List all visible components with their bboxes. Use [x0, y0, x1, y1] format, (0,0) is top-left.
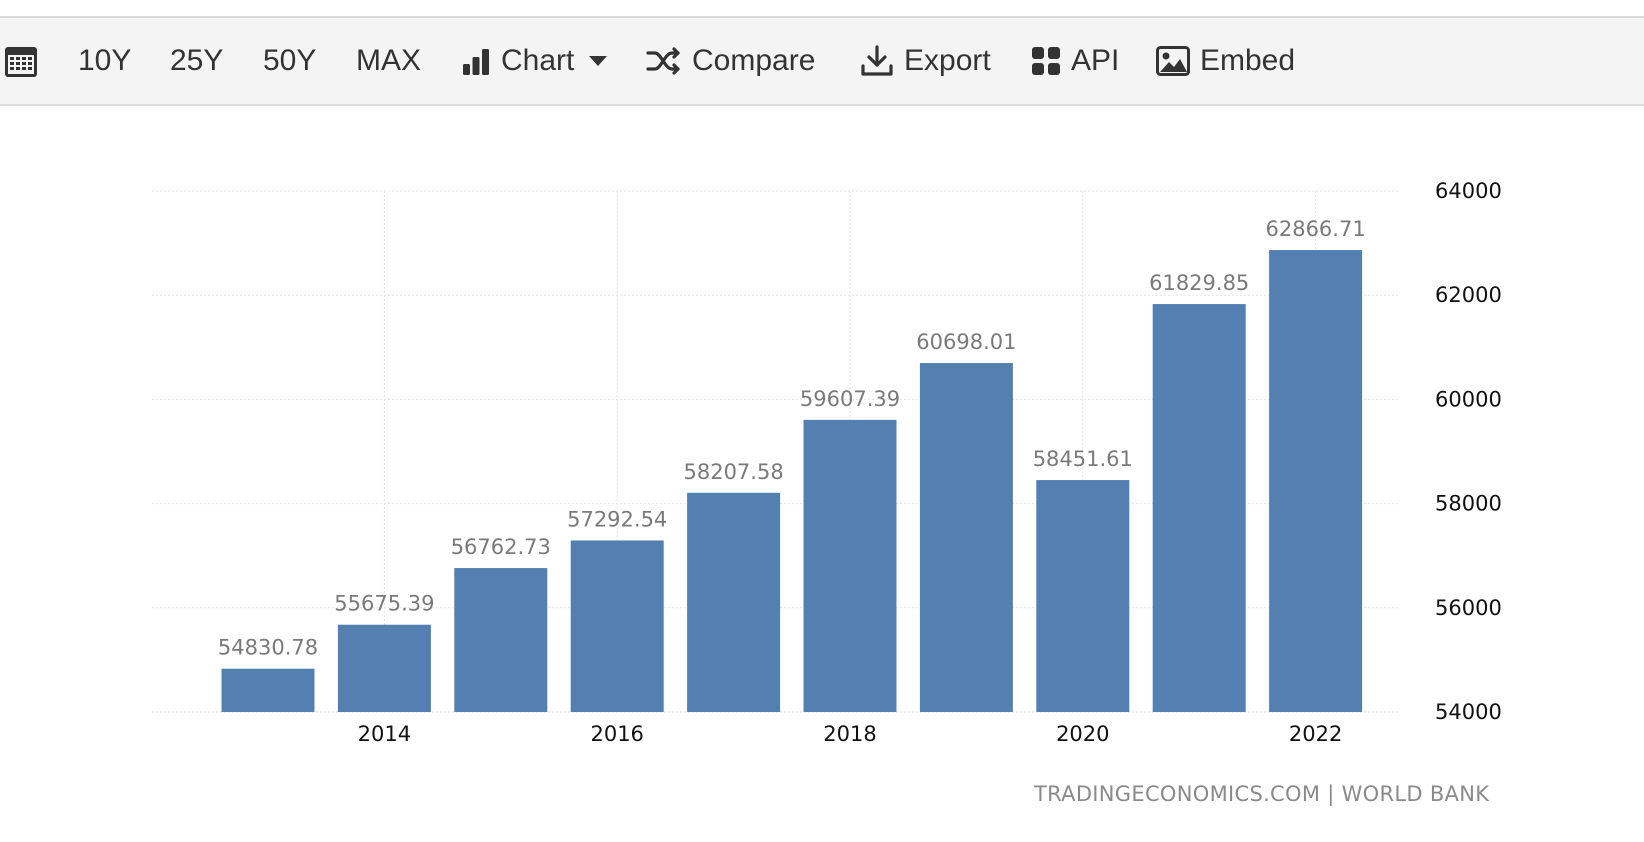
y-tick-label: 58000 [1435, 492, 1502, 516]
bar [919, 363, 1013, 712]
range-10y-button[interactable]: 10Y [78, 18, 131, 104]
range-50y-label: 50Y [263, 44, 317, 77]
bar-chart-icon [463, 49, 489, 75]
compare-label: Compare [692, 44, 816, 77]
bar-value-label: 57292.54 [567, 507, 667, 531]
x-tick-label: 2020 [1056, 722, 1109, 746]
bar [337, 624, 431, 712]
bar-value-label: 59607.39 [800, 387, 900, 411]
grid-icon [1032, 47, 1060, 75]
chevron-down-icon [589, 56, 608, 66]
calendar-icon [5, 47, 37, 77]
bar-value-label: 54830.78 [218, 636, 318, 660]
embed-label: Embed [1200, 44, 1296, 77]
y-tick-label: 64000 [1435, 179, 1502, 203]
bar [687, 492, 781, 712]
bar [803, 419, 897, 712]
bar [570, 540, 664, 712]
source-credit: TRADINGECONOMICS.COM | WORLD BANK [1034, 782, 1490, 806]
bar-value-label: 60698.01 [916, 330, 1016, 354]
bar-value-label: 61829.85 [1149, 271, 1249, 295]
bar-value-label: 58207.58 [683, 460, 783, 484]
bar [1269, 250, 1363, 712]
calendar-button[interactable] [4, 18, 38, 104]
bar-value-label: 58451.61 [1033, 447, 1133, 471]
y-tick-label: 56000 [1435, 596, 1502, 620]
y-tick-label: 62000 [1435, 283, 1502, 307]
chart-type-dropdown[interactable]: Chart [461, 18, 608, 104]
export-label: Export [904, 44, 991, 77]
bar [454, 568, 548, 712]
api-button[interactable]: API [1031, 18, 1119, 104]
bar [221, 668, 315, 712]
range-max-button[interactable]: MAX [356, 18, 421, 104]
download-icon [861, 45, 893, 76]
bar-chart: 54000 56000 58000 60000 62000 64000 2014 2016 20… [152, 179, 1502, 746]
range-max-label: MAX [356, 44, 422, 77]
chart-type-label: Chart [501, 44, 575, 77]
range-10y-label: 10Y [78, 44, 132, 77]
range-25y-button[interactable]: 25Y [170, 18, 223, 104]
bar [1152, 304, 1246, 712]
top-border [0, 0, 1644, 18]
y-tick-label: 60000 [1435, 387, 1502, 411]
bar-value-label: 62866.71 [1265, 217, 1365, 241]
range-25y-label: 25Y [170, 44, 224, 77]
chart-area: 54000 56000 58000 60000 62000 64000 2014 2016 20… [0, 108, 1644, 842]
x-tick-label: 2022 [1289, 722, 1342, 746]
bar [1036, 480, 1130, 712]
compare-button[interactable]: Compare [646, 18, 815, 104]
range-50y-button[interactable]: 50Y [263, 18, 316, 104]
y-tick-label: 54000 [1435, 700, 1502, 724]
bar-value-label: 56762.73 [451, 535, 551, 559]
x-tick-label: 2014 [358, 722, 411, 746]
api-label: API [1071, 44, 1120, 77]
image-icon [1156, 46, 1190, 76]
shuffle-icon [646, 47, 680, 75]
toolbar: 10Y 25Y 50Y MAX Chart Compare [0, 18, 1644, 106]
x-tick-label: 2018 [823, 722, 876, 746]
x-tick-label: 2016 [590, 722, 643, 746]
embed-button[interactable]: Embed [1156, 18, 1295, 104]
export-button[interactable]: Export [860, 18, 991, 104]
bar-value-label: 55675.39 [334, 592, 434, 616]
